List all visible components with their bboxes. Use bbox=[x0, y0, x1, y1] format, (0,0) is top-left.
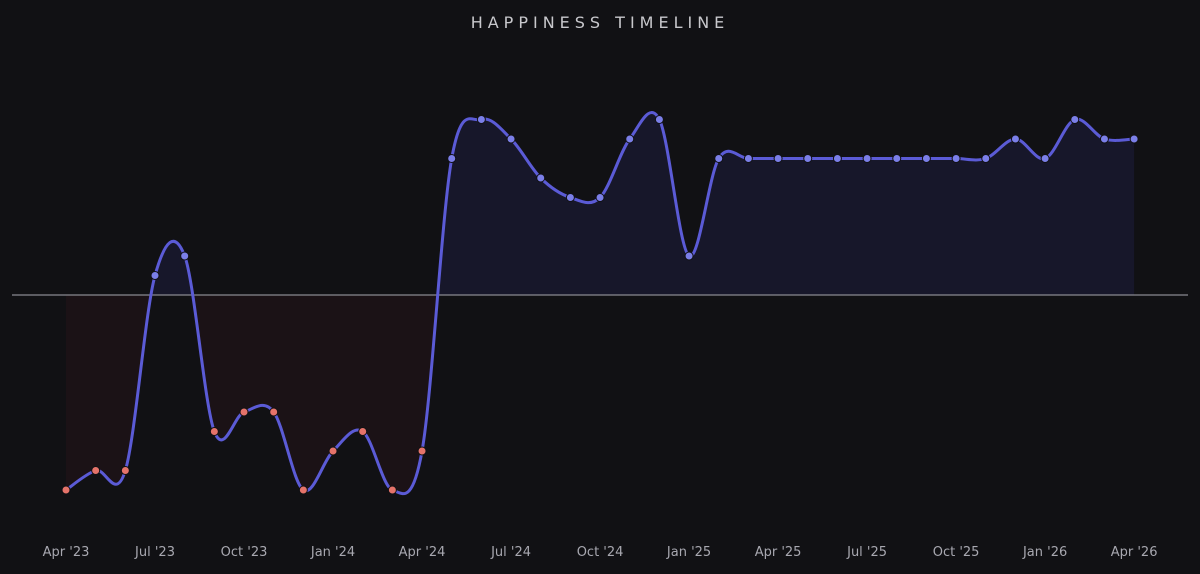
x-axis-tick-labels: Apr '23 Jul '23 Oct '23 Jan '24 Apr '24 Jul '… bbox=[43, 545, 1158, 560]
x-tick-label: Apr '25 bbox=[755, 545, 802, 560]
data-point bbox=[743, 154, 753, 163]
data-point bbox=[476, 115, 486, 124]
data-point bbox=[150, 271, 160, 280]
data-point bbox=[1040, 154, 1050, 163]
data-points bbox=[61, 115, 1139, 495]
data-point bbox=[1010, 134, 1020, 144]
data-point bbox=[269, 407, 279, 417]
data-point bbox=[358, 427, 368, 436]
x-tick-label: Oct '24 bbox=[577, 545, 624, 560]
data-point bbox=[180, 251, 190, 261]
data-point bbox=[803, 154, 813, 163]
data-point bbox=[447, 154, 457, 163]
x-tick-label: Jul '25 bbox=[846, 545, 887, 560]
data-point bbox=[387, 485, 397, 495]
data-point bbox=[684, 251, 694, 261]
x-tick-label: Apr '23 bbox=[43, 545, 90, 560]
x-tick-label: Oct '23 bbox=[221, 545, 268, 560]
x-tick-label: Apr '26 bbox=[1111, 545, 1158, 560]
negative-area-fill bbox=[66, 295, 1135, 494]
data-point bbox=[595, 193, 605, 202]
data-point bbox=[91, 466, 101, 475]
x-tick-label: Jan '24 bbox=[310, 545, 355, 560]
positive-area-fill bbox=[66, 112, 1135, 295]
data-point bbox=[714, 154, 724, 163]
data-point bbox=[625, 134, 635, 144]
data-point bbox=[654, 115, 664, 124]
data-point bbox=[61, 485, 71, 495]
data-point bbox=[239, 407, 249, 417]
data-point bbox=[981, 154, 991, 163]
x-tick-label: Jan '26 bbox=[1022, 545, 1067, 560]
data-point bbox=[506, 134, 516, 144]
data-point bbox=[565, 193, 575, 202]
data-point bbox=[536, 173, 546, 183]
x-tick-label: Jul '23 bbox=[134, 545, 175, 560]
area-fills bbox=[66, 112, 1135, 494]
data-point bbox=[832, 154, 842, 163]
data-point bbox=[120, 466, 130, 475]
data-point bbox=[773, 154, 783, 163]
data-point bbox=[209, 427, 219, 436]
data-point bbox=[951, 154, 961, 163]
x-tick-label: Apr '24 bbox=[399, 545, 446, 560]
data-point bbox=[862, 154, 872, 163]
data-point bbox=[921, 154, 931, 163]
x-tick-label: Oct '25 bbox=[933, 545, 980, 560]
data-point bbox=[328, 446, 338, 456]
x-tick-label: Jan '25 bbox=[666, 545, 711, 560]
x-tick-label: Jul '24 bbox=[490, 545, 531, 560]
data-point bbox=[1099, 134, 1109, 144]
data-point bbox=[298, 485, 308, 495]
data-point bbox=[417, 446, 427, 456]
data-point bbox=[1070, 115, 1080, 124]
chart-title: HAPPINESS TIMELINE bbox=[471, 13, 730, 32]
data-point bbox=[892, 154, 902, 163]
data-point bbox=[1129, 134, 1139, 144]
